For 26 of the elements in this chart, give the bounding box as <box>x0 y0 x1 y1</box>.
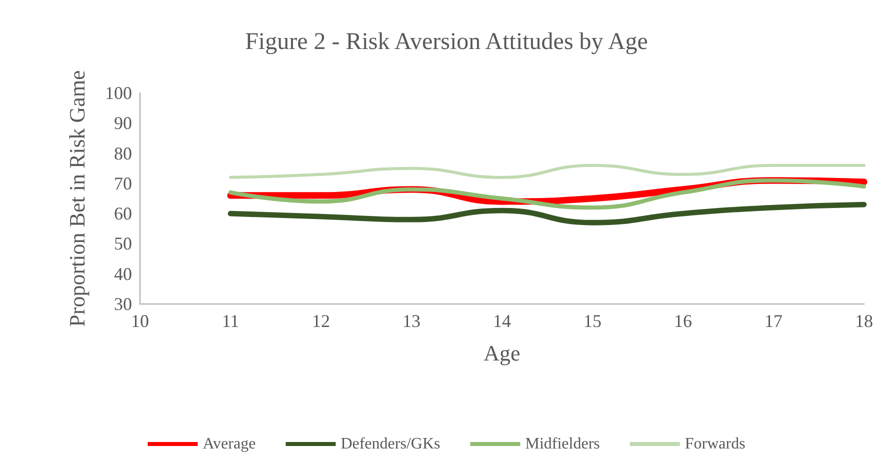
legend-label: Defenders/GKs <box>340 436 440 452</box>
x-tick-label: 15 <box>584 311 602 331</box>
x-tick-label: 12 <box>312 311 330 331</box>
line-series <box>229 164 866 179</box>
legend-label: Forwards <box>684 436 746 452</box>
x-tick-label: 11 <box>222 311 240 331</box>
y-axis-title: Proportion Bet in Risk Game <box>64 70 90 327</box>
y-tick-label: 80 <box>114 143 132 164</box>
x-axis-title: Age <box>484 340 520 366</box>
y-tick-label: 100 <box>105 83 132 103</box>
x-tick-label: 16 <box>674 311 692 331</box>
x-tick-label: 13 <box>402 311 420 331</box>
x-tick-label: 18 <box>855 311 873 331</box>
x-tick-label: 17 <box>764 311 782 331</box>
y-tick-label: 70 <box>114 173 132 194</box>
y-tick-label: 50 <box>114 234 132 254</box>
chart-title: Figure 2 - Risk Aversion Attitudes by Age <box>245 29 648 55</box>
y-tick-label: 90 <box>114 113 132 134</box>
y-tick-label: 60 <box>114 204 132 224</box>
x-tick-label: 10 <box>131 311 149 331</box>
line-series <box>228 178 866 210</box>
x-tick-label: 14 <box>493 311 511 331</box>
y-tick-label: 40 <box>114 264 132 284</box>
y-tick-label: 30 <box>114 294 132 314</box>
legend-label: Average <box>202 436 256 452</box>
legend-label: Midfielders <box>525 436 600 452</box>
